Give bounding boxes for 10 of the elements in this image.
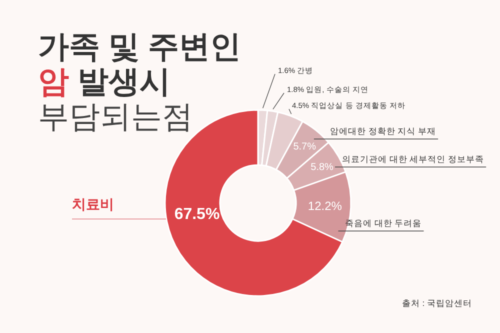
data-label: 5.7% — [293, 142, 316, 153]
data-label: 12.2% — [308, 199, 342, 214]
chart-title: 가족 및 주변인 암 발생시 부담되는점 — [38, 29, 242, 134]
slice-label: 의료기관에 대한 세부적인 정보부족 — [342, 154, 484, 164]
slice-label: 암에대한 정확한 지식 부재 — [330, 126, 436, 136]
source-note: 출처 : 국립암센터 — [402, 298, 472, 308]
data-label: 5.8% — [310, 162, 334, 173]
data-label: 67.5% — [174, 206, 220, 223]
slice-label: 치료비 — [72, 196, 114, 212]
slice-label: 죽음에 대한 두려움 — [345, 218, 422, 228]
